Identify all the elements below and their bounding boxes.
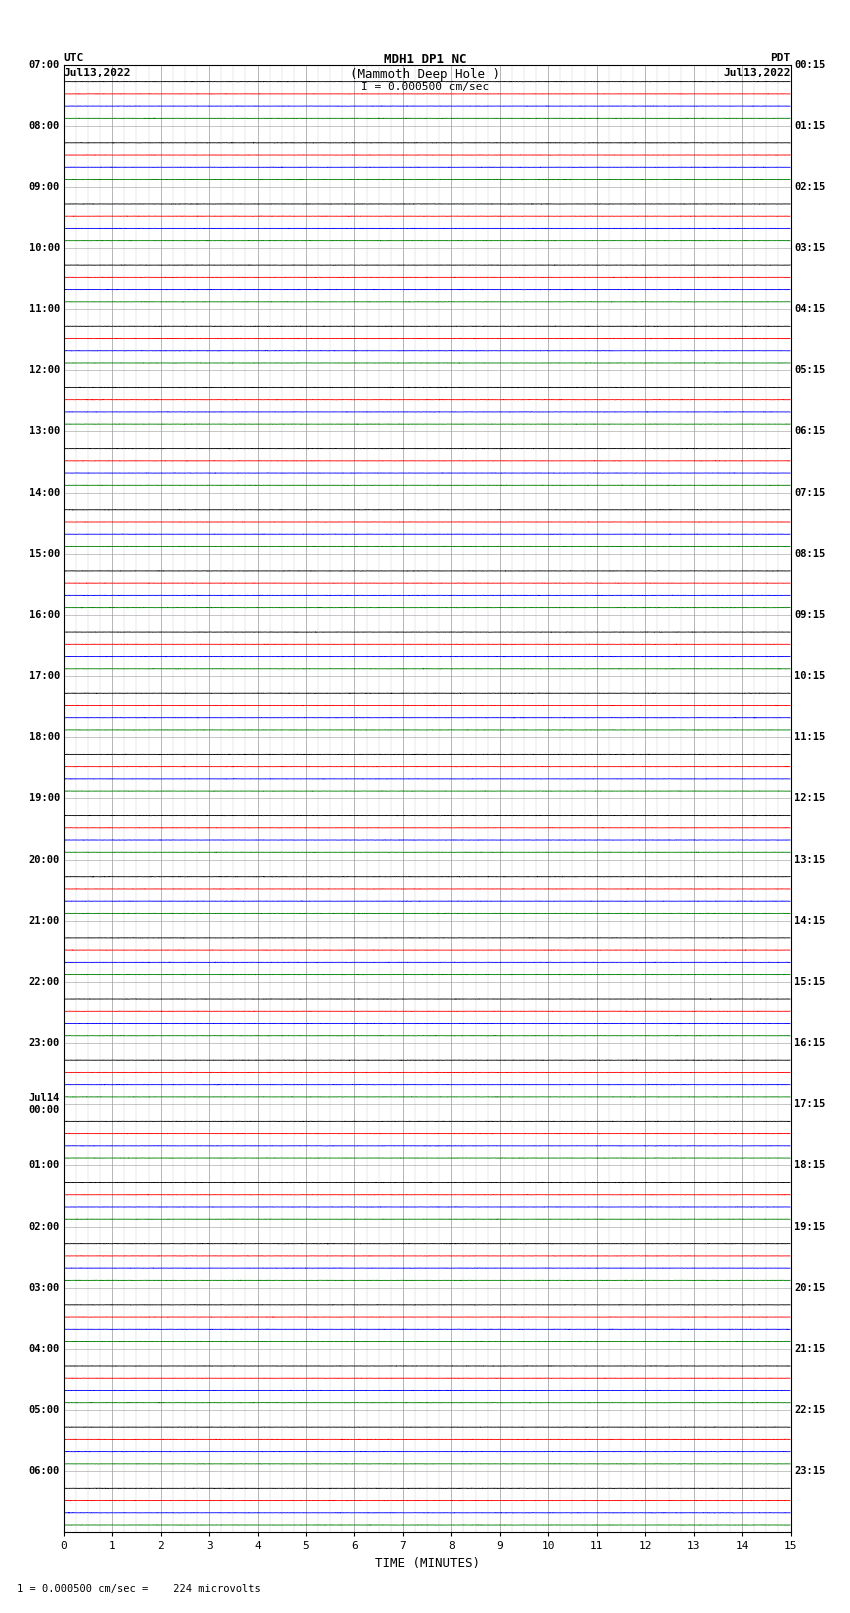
Text: 08:00: 08:00 [29, 121, 60, 131]
Text: 03:15: 03:15 [794, 244, 825, 253]
Text: 01:00: 01:00 [29, 1160, 60, 1171]
Text: 19:00: 19:00 [29, 794, 60, 803]
Text: 18:00: 18:00 [29, 732, 60, 742]
Text: 23:15: 23:15 [794, 1466, 825, 1476]
Text: 05:00: 05:00 [29, 1405, 60, 1415]
Text: I = 0.000500 cm/sec: I = 0.000500 cm/sec [361, 82, 489, 92]
Text: PDT: PDT [770, 53, 790, 63]
Text: 16:00: 16:00 [29, 610, 60, 619]
Text: 12:00: 12:00 [29, 365, 60, 376]
Text: 06:15: 06:15 [794, 426, 825, 437]
Text: 16:15: 16:15 [794, 1039, 825, 1048]
Text: 02:00: 02:00 [29, 1221, 60, 1232]
Text: (Mammoth Deep Hole ): (Mammoth Deep Hole ) [350, 68, 500, 81]
Text: 13:00: 13:00 [29, 426, 60, 437]
Text: 19:15: 19:15 [794, 1221, 825, 1232]
Text: UTC: UTC [64, 53, 84, 63]
Text: 06:00: 06:00 [29, 1466, 60, 1476]
Text: 09:15: 09:15 [794, 610, 825, 619]
Text: 15:00: 15:00 [29, 548, 60, 558]
Text: 22:00: 22:00 [29, 977, 60, 987]
Text: 15:15: 15:15 [794, 977, 825, 987]
Text: 1 = 0.000500 cm/sec =    224 microvolts: 1 = 0.000500 cm/sec = 224 microvolts [17, 1584, 261, 1594]
X-axis label: TIME (MINUTES): TIME (MINUTES) [375, 1557, 479, 1569]
Text: Jul13,2022: Jul13,2022 [723, 68, 791, 77]
Text: 04:15: 04:15 [794, 305, 825, 315]
Text: 18:15: 18:15 [794, 1160, 825, 1171]
Text: 02:15: 02:15 [794, 182, 825, 192]
Text: 17:15: 17:15 [794, 1098, 825, 1110]
Text: 07:00: 07:00 [29, 60, 60, 69]
Text: 20:15: 20:15 [794, 1282, 825, 1292]
Text: 07:15: 07:15 [794, 487, 825, 498]
Text: 13:15: 13:15 [794, 855, 825, 865]
Text: 20:00: 20:00 [29, 855, 60, 865]
Text: 14:15: 14:15 [794, 916, 825, 926]
Text: Jul13,2022: Jul13,2022 [64, 68, 131, 77]
Text: 03:00: 03:00 [29, 1282, 60, 1292]
Text: 11:00: 11:00 [29, 305, 60, 315]
Text: MDH1 DP1 NC: MDH1 DP1 NC [383, 53, 467, 66]
Text: 00:15: 00:15 [794, 60, 825, 69]
Text: 10:15: 10:15 [794, 671, 825, 681]
Text: 08:15: 08:15 [794, 548, 825, 558]
Text: Jul14
00:00: Jul14 00:00 [29, 1094, 60, 1115]
Text: 01:15: 01:15 [794, 121, 825, 131]
Text: 21:00: 21:00 [29, 916, 60, 926]
Text: 05:15: 05:15 [794, 365, 825, 376]
Text: 09:00: 09:00 [29, 182, 60, 192]
Text: 22:15: 22:15 [794, 1405, 825, 1415]
Text: 12:15: 12:15 [794, 794, 825, 803]
Text: 10:00: 10:00 [29, 244, 60, 253]
Text: 04:00: 04:00 [29, 1344, 60, 1353]
Text: 23:00: 23:00 [29, 1039, 60, 1048]
Text: 11:15: 11:15 [794, 732, 825, 742]
Text: 14:00: 14:00 [29, 487, 60, 498]
Text: 17:00: 17:00 [29, 671, 60, 681]
Text: 21:15: 21:15 [794, 1344, 825, 1353]
